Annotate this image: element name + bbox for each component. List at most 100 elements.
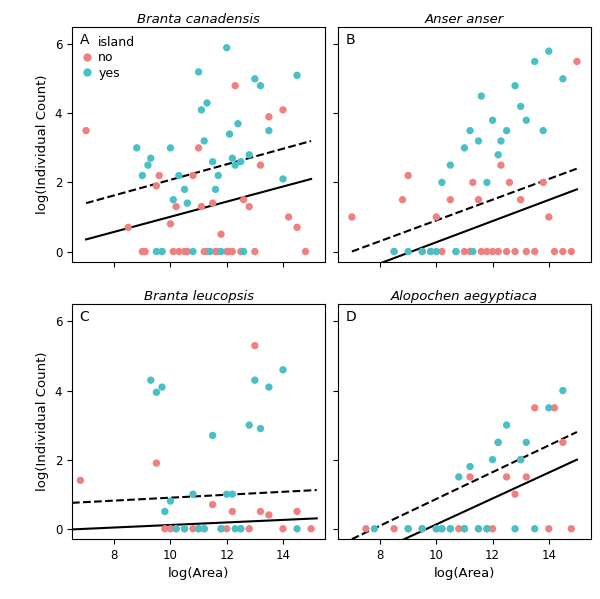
Point	[468, 247, 478, 256]
Point	[572, 57, 582, 66]
Point	[152, 247, 161, 256]
Point	[278, 105, 288, 114]
Point	[239, 247, 248, 256]
Point	[205, 247, 215, 256]
Point	[236, 524, 245, 534]
Point	[516, 102, 526, 111]
Point	[451, 247, 461, 256]
Point	[222, 524, 232, 534]
Point	[468, 178, 478, 187]
Point	[473, 136, 483, 146]
Point	[431, 212, 441, 222]
Point	[431, 247, 441, 256]
Point	[558, 438, 568, 447]
Legend: island, no, yes: island, no, yes	[78, 33, 138, 82]
Point	[521, 472, 531, 482]
Point	[202, 247, 212, 256]
Point	[166, 497, 175, 506]
Point	[284, 212, 293, 222]
Point	[530, 247, 539, 256]
Point	[488, 524, 497, 534]
Point	[510, 524, 520, 534]
Point	[180, 524, 190, 534]
Point	[550, 247, 559, 256]
Point	[482, 524, 492, 534]
Point	[496, 136, 506, 146]
Point	[157, 247, 167, 256]
Point	[530, 524, 539, 534]
Point	[227, 153, 237, 163]
Point	[205, 247, 215, 256]
Point	[418, 524, 427, 534]
Point	[550, 403, 559, 413]
Point	[236, 157, 245, 167]
Point	[446, 524, 455, 534]
Point	[465, 247, 475, 256]
Point	[418, 247, 427, 256]
Point	[558, 247, 568, 256]
Point	[361, 524, 371, 534]
Point	[426, 247, 436, 256]
Point	[516, 195, 526, 204]
Point	[227, 247, 237, 256]
Point	[214, 247, 223, 256]
Point	[370, 524, 379, 534]
Point	[473, 195, 483, 204]
Point	[566, 247, 576, 256]
Point	[236, 524, 245, 534]
Point	[264, 112, 274, 122]
X-axis label: log(Area): log(Area)	[434, 567, 495, 580]
Point	[544, 524, 554, 534]
Point	[199, 524, 209, 534]
Point	[403, 247, 413, 256]
Point	[132, 143, 142, 153]
Point	[208, 157, 217, 167]
Point	[233, 119, 243, 128]
Point	[510, 489, 520, 499]
Point	[230, 81, 240, 90]
Point	[460, 524, 469, 534]
Point	[214, 171, 223, 180]
Point	[152, 181, 161, 190]
Point	[256, 81, 265, 90]
Point	[244, 202, 254, 211]
Y-axis label: log(Individual Count): log(Individual Count)	[36, 352, 49, 491]
Point	[256, 161, 265, 170]
Point	[157, 382, 167, 392]
Point	[465, 472, 475, 482]
Point	[521, 116, 531, 125]
Point	[292, 507, 302, 516]
Point	[216, 524, 226, 534]
Point	[307, 524, 316, 534]
Title: Anser anser: Anser anser	[425, 13, 504, 26]
Point	[516, 455, 526, 464]
Point	[558, 74, 568, 84]
Point	[437, 524, 447, 534]
Point	[465, 462, 475, 471]
Point	[188, 247, 198, 256]
Point	[194, 67, 203, 77]
Point	[174, 247, 184, 256]
Point	[473, 524, 483, 534]
Point	[160, 507, 170, 516]
Point	[230, 524, 240, 534]
Point	[431, 524, 441, 534]
Point	[81, 126, 91, 135]
Point	[236, 247, 245, 256]
Point	[493, 150, 503, 159]
Point	[216, 524, 226, 534]
Point	[171, 524, 181, 534]
Point	[256, 423, 265, 433]
Point	[188, 489, 198, 499]
Point	[292, 524, 302, 534]
Point	[493, 438, 503, 447]
Point	[199, 524, 209, 534]
Point	[140, 247, 150, 256]
Point	[278, 174, 288, 184]
Title: Branta canadensis: Branta canadensis	[137, 13, 260, 26]
Point	[403, 524, 413, 534]
Point	[169, 195, 178, 204]
Point	[538, 178, 548, 187]
Point	[488, 455, 497, 464]
Point	[194, 524, 203, 534]
